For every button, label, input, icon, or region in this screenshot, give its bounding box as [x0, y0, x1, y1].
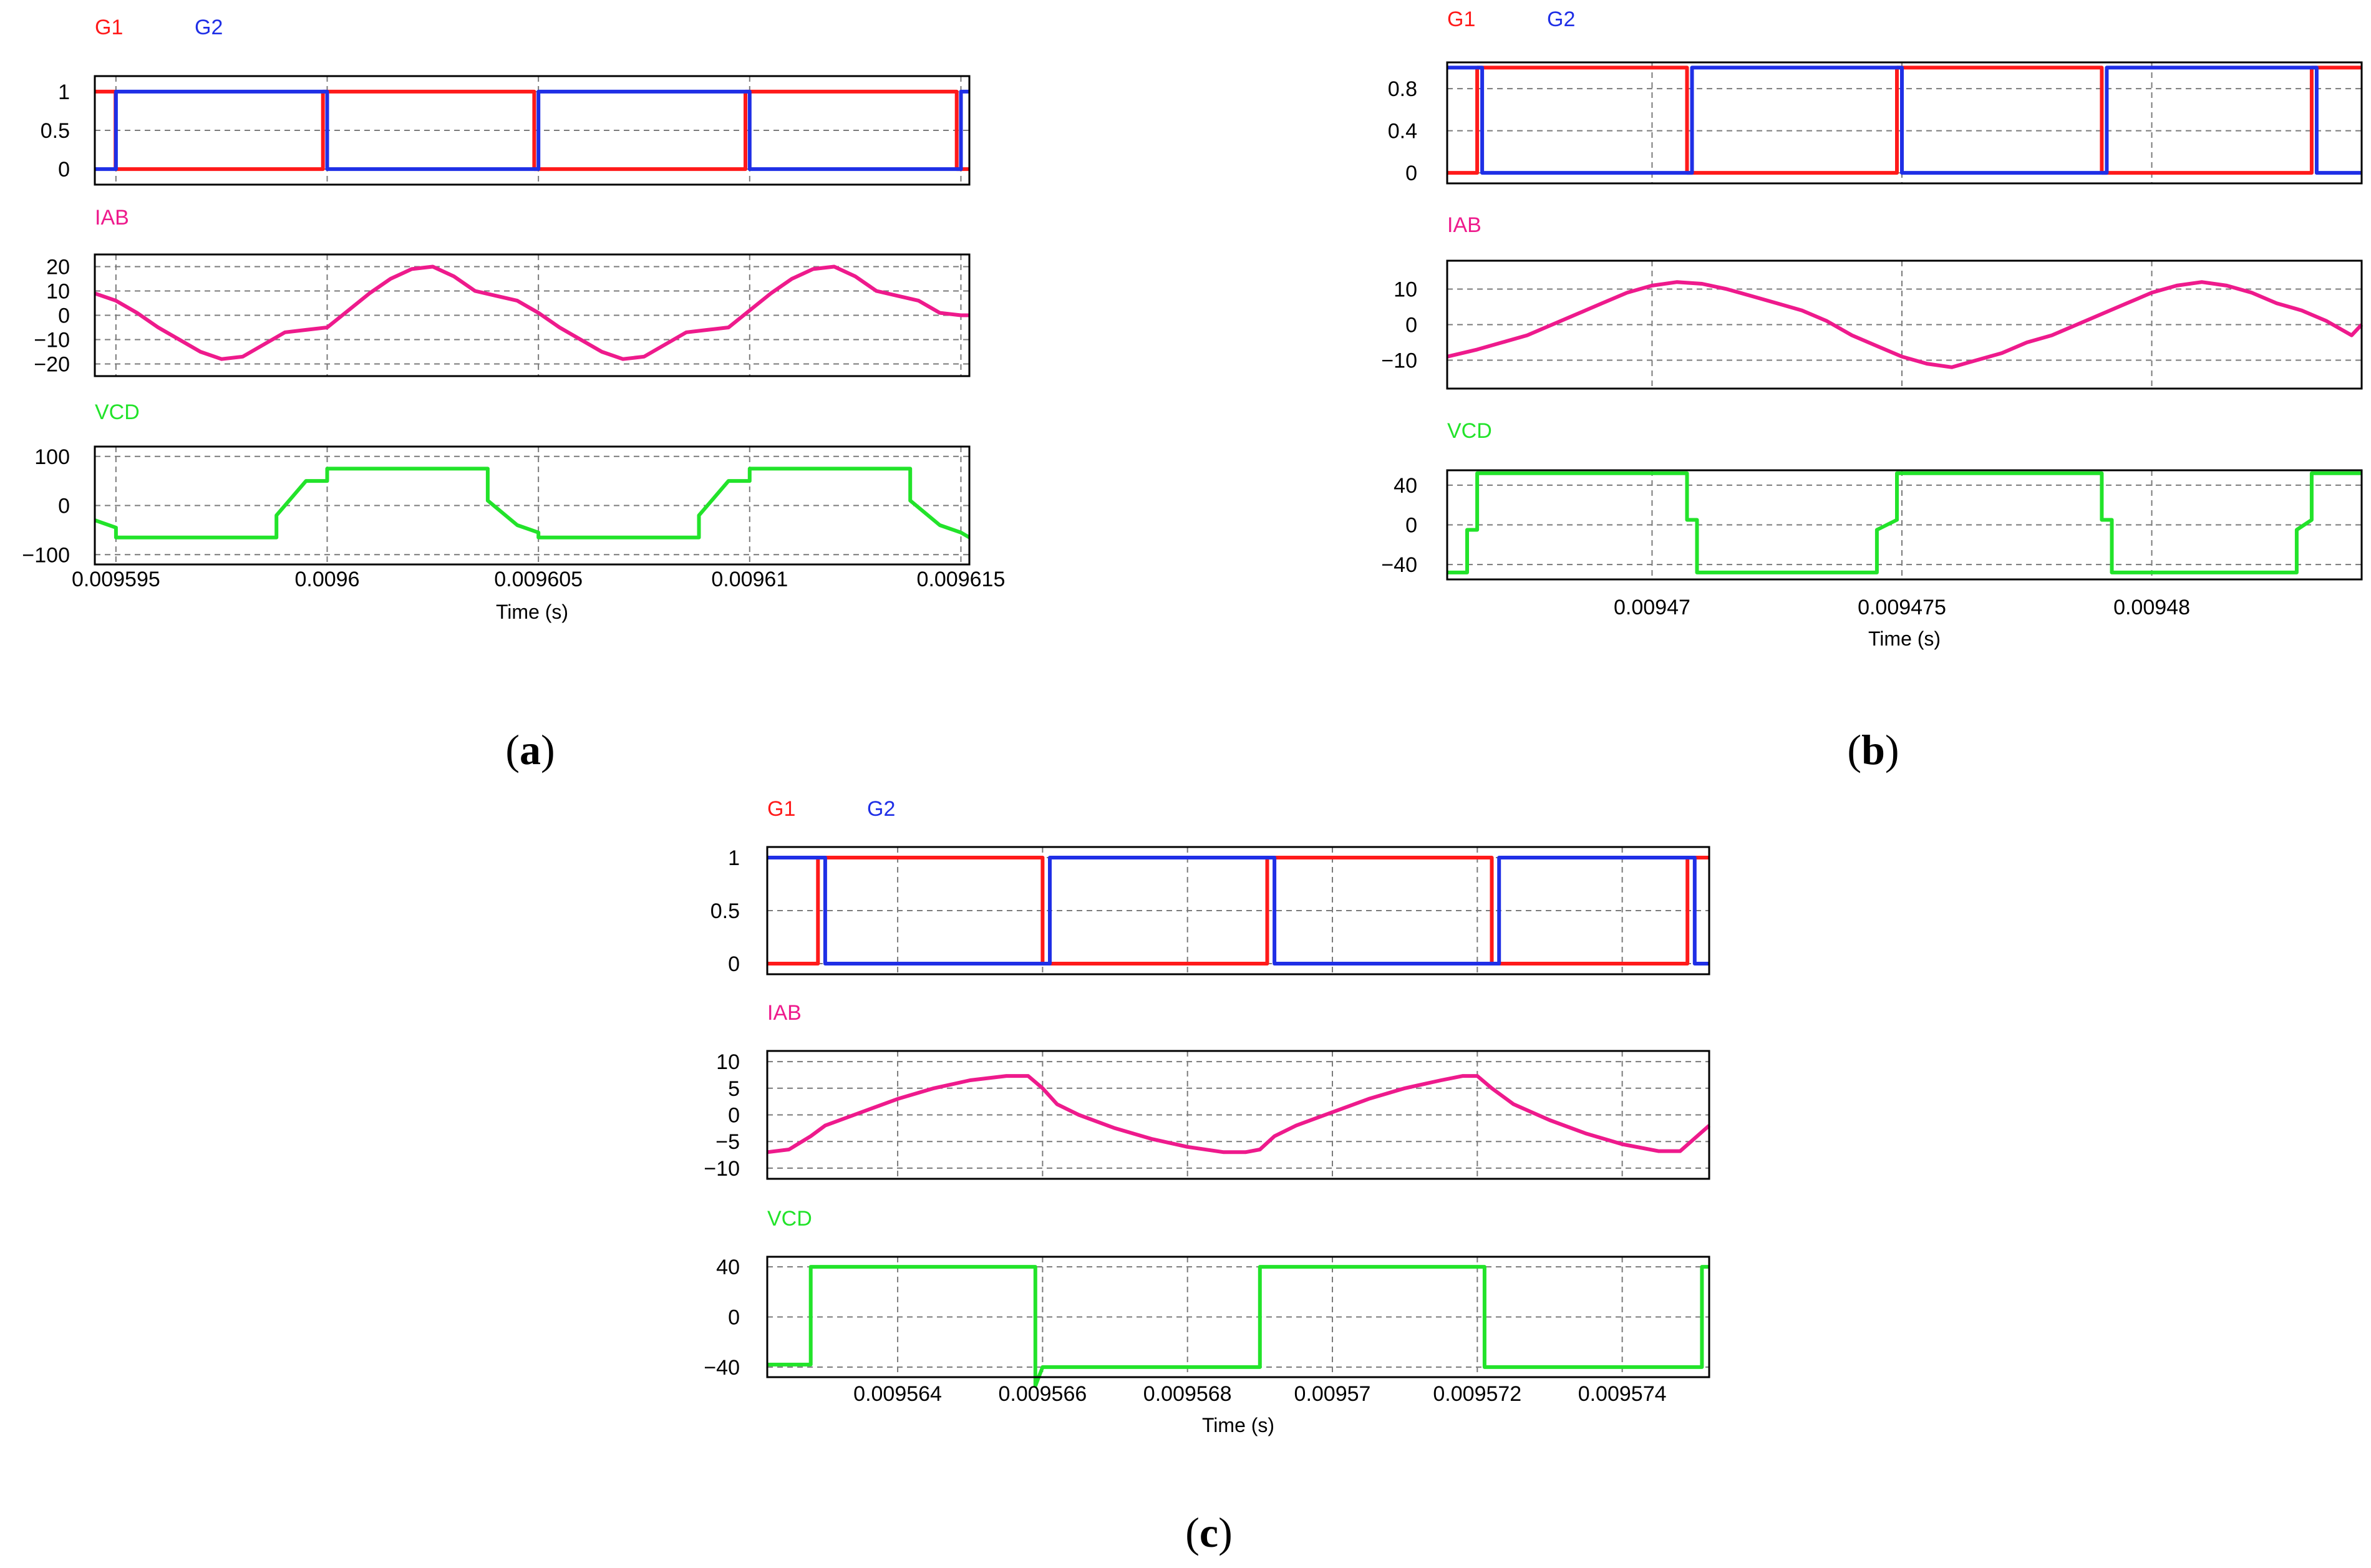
y-tick-label: −10 — [1381, 349, 1417, 372]
x-tick-label: 0.0096 — [295, 568, 360, 591]
y-tick-label: 40 — [1394, 474, 1417, 498]
x-axis-label: Time (s) — [1202, 1414, 1274, 1436]
y-tick-label: 0 — [728, 1306, 740, 1330]
x-tick-label: 0.00957 — [1294, 1382, 1371, 1406]
x-tick-label: 0.00948 — [2113, 596, 2190, 619]
legend-iab: IAB — [767, 1001, 802, 1025]
panel-b: 0 0.4 0.8 G1 G2 −10 0 10 IAB −40 0 40 VCD 0.00947 0.00… — [1381, 7, 2364, 773]
series-g2-trace — [767, 856, 1709, 965]
legend-g1: G1 — [767, 797, 795, 821]
y-tick-label: 10 — [46, 280, 70, 304]
x-tick-label: 0.009475 — [1858, 596, 1946, 619]
plot-frame — [1446, 61, 2363, 185]
y-tick-label: 20 — [46, 256, 70, 279]
legend-g2: G2 — [195, 16, 223, 39]
series-g1-trace — [1447, 65, 2362, 175]
plot-frame — [1446, 259, 2363, 390]
legend-iab: IAB — [95, 206, 129, 230]
y-tick-label: 10 — [1394, 278, 1417, 302]
y-tick-label: 5 — [728, 1077, 740, 1101]
x-tick-label: 0.009574 — [1578, 1382, 1667, 1406]
subplot-c-1: 0 0.5 1 G1 G2 — [710, 797, 1710, 976]
panel-caption: (c) — [1185, 1509, 1233, 1556]
y-tick-label: 0 — [58, 495, 70, 518]
y-tick-label: −10 — [704, 1157, 740, 1181]
x-axis-label: Time (s) — [496, 601, 568, 623]
x-tick-label: 0.009568 — [1143, 1382, 1232, 1406]
series-vcd-trace — [94, 467, 971, 540]
x-tick-label: 0.009605 — [494, 568, 583, 591]
legend-g2: G2 — [1547, 7, 1575, 31]
y-tick-label: −40 — [704, 1356, 740, 1380]
subplot-b-3: −40 0 40 VCD — [1381, 419, 2363, 581]
plot-frame — [766, 1050, 1710, 1180]
y-tick-label: 40 — [716, 1256, 740, 1279]
plot-frame — [766, 1256, 1710, 1378]
y-tick-label: 1 — [728, 846, 740, 870]
series-vcd-trace — [1447, 471, 2362, 574]
x-tick-label: 0.00947 — [1614, 596, 1690, 619]
plot-frame — [94, 253, 971, 377]
y-tick-label: 100 — [34, 445, 70, 469]
legend-g1: G1 — [1447, 7, 1475, 31]
legend-g2: G2 — [867, 797, 895, 821]
series-g2-trace — [1447, 65, 2362, 175]
y-tick-label: −100 — [22, 543, 70, 567]
x-tick-label: 0.009564 — [853, 1382, 942, 1406]
series-vcd-trace — [767, 1265, 1709, 1388]
y-tick-label: 0 — [1405, 162, 1417, 185]
y-tick-label: 10 — [716, 1050, 740, 1074]
plot-area — [1447, 62, 2362, 183]
panel-caption: (a) — [505, 726, 555, 773]
y-tick-label: −5 — [715, 1130, 740, 1154]
y-tick-label: 0 — [58, 304, 70, 328]
panel-caption: (b) — [1847, 726, 1899, 773]
x-tick-label: 0.00961 — [711, 568, 788, 591]
plot-frame — [766, 846, 1710, 975]
y-tick-label: 0 — [728, 1104, 740, 1128]
subplot-b-1: 0 0.4 0.8 G1 G2 — [1388, 7, 2363, 185]
y-tick-label: 1 — [58, 80, 70, 104]
y-tick-label: 0.8 — [1388, 77, 1417, 101]
y-tick-label: −40 — [1381, 553, 1417, 577]
subplot-c-2: −10 −50 5 10 IAB — [704, 1001, 1710, 1181]
subplot-a-3: −100 0 100 VCD — [22, 400, 971, 567]
legend-vcd: VCD — [1447, 419, 1492, 443]
subplot-c-3: −40 0 40 VCD — [704, 1207, 1710, 1388]
legend-vcd: VCD — [95, 400, 140, 424]
series-g1-trace — [767, 856, 1709, 965]
y-tick-label: 0 — [728, 952, 740, 976]
y-tick-label: 0 — [1405, 514, 1417, 538]
y-tick-label: −20 — [34, 353, 70, 377]
y-tick-label: 0.5 — [710, 899, 740, 923]
legend-vcd: VCD — [767, 1207, 812, 1231]
x-tick-label: 0.009572 — [1433, 1382, 1521, 1406]
plot-frame — [94, 75, 971, 186]
subplot-b-2: −10 0 10 IAB — [1381, 213, 2364, 390]
legend-iab: IAB — [1447, 213, 1481, 237]
y-tick-label: 0 — [1405, 314, 1417, 337]
x-tick-label: 0.009566 — [998, 1382, 1087, 1406]
plot-frame — [1446, 469, 2363, 581]
x-tick-label: 0.009595 — [72, 568, 160, 591]
plot-frame — [94, 445, 971, 566]
series-iab-trace — [767, 1074, 1710, 1154]
y-tick-label: 0 — [58, 158, 70, 181]
y-tick-label: −10 — [34, 329, 70, 352]
series-g2-trace — [95, 89, 969, 172]
series-iab-trace — [94, 264, 969, 361]
legend-g1: G1 — [95, 16, 123, 39]
y-tick-label: 0.4 — [1388, 120, 1417, 143]
x-tick-label: 0.009615 — [917, 568, 1006, 591]
plot-area — [1447, 261, 2362, 389]
y-tick-label: 0.5 — [41, 119, 70, 143]
subplot-a-1: 0 0.5 1 G1 G2 — [41, 16, 971, 186]
x-axis-label: Time (s) — [1868, 627, 1941, 650]
plot-area — [1447, 470, 2362, 579]
series-iab-trace — [1447, 280, 2364, 369]
